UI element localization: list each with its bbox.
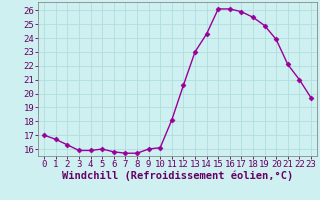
X-axis label: Windchill (Refroidissement éolien,°C): Windchill (Refroidissement éolien,°C) <box>62 171 293 181</box>
